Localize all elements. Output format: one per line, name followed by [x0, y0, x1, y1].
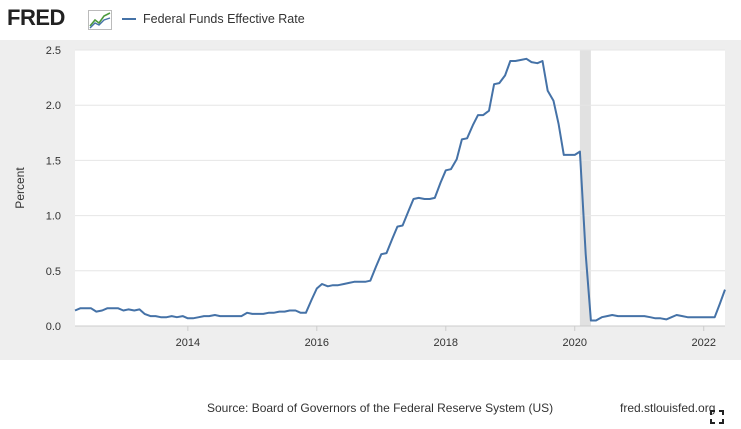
series-line[interactable] [74, 57, 726, 322]
chart-header: FRED Federal Funds Effective Rate [0, 0, 741, 40]
source-note: Source: Board of Governors of the Federa… [207, 401, 554, 415]
fred-logo[interactable]: FRED [7, 5, 65, 30]
fullscreen-icon[interactable] [710, 410, 724, 424]
x-tick-label: 2014 [176, 337, 200, 349]
line-chart[interactable]: 0.0 0.5 1.0 1.5 2.0 2.5 2014 2016 2018 2020 2022 Pe… [0, 40, 741, 389]
y-tick-label: 2.5 [46, 45, 61, 57]
y-tick-label: 1.5 [46, 155, 61, 167]
fred-site-link[interactable]: fred.stlouisfed.org [620, 401, 716, 415]
y-tick-label: 2.0 [46, 100, 61, 112]
chart-area: 0.0 0.5 1.0 1.5 2.0 2.5 2014 2016 2018 2020 2022 Pe… [0, 40, 741, 389]
y-tick-label: 0.5 [46, 266, 61, 278]
y-tick-label: 1.0 [46, 211, 61, 223]
x-tick-label: 2016 [305, 337, 329, 349]
legend-label: Federal Funds Effective Rate [143, 12, 305, 26]
y-axis-title: Percent [13, 167, 27, 209]
legend-swatch [122, 18, 136, 20]
plot-background [75, 50, 725, 326]
x-tick-label: 2018 [434, 337, 458, 349]
y-tick-label: 0.0 [46, 321, 61, 333]
x-tick-label: 2022 [691, 337, 715, 349]
fred-chart-icon [88, 10, 112, 30]
x-tick-label: 2020 [563, 337, 587, 349]
chart-legend[interactable]: Federal Funds Effective Rate [122, 12, 305, 26]
recession-band [579, 50, 591, 326]
